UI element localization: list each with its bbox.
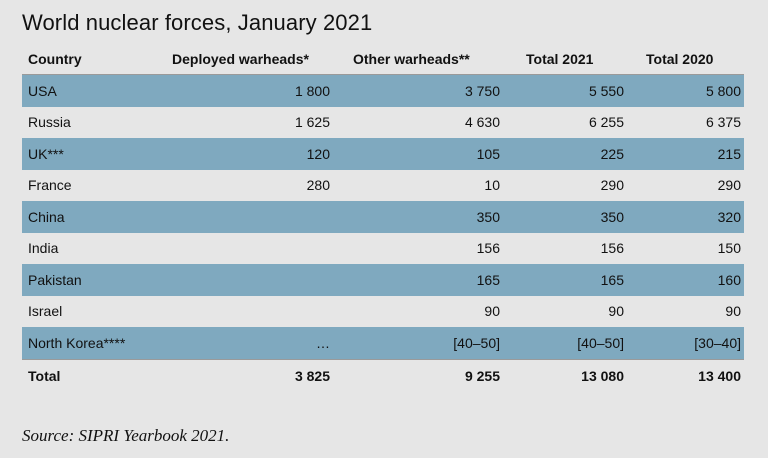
cell-country: UK*** bbox=[28, 145, 64, 162]
cell-total-2021: 156 bbox=[600, 240, 624, 257]
table-row: France 280 10 290 290 bbox=[22, 170, 744, 202]
header-total-2020: Total 2020 bbox=[646, 51, 714, 67]
cell-country: Russia bbox=[28, 114, 71, 131]
cell-total-2021: 165 bbox=[600, 271, 624, 288]
cell-other: 165 bbox=[476, 271, 500, 288]
cell-other: 350 bbox=[476, 208, 500, 225]
cell-country: France bbox=[28, 177, 72, 194]
cell-total-2020: 290 bbox=[717, 177, 741, 194]
total-row: Total 3 825 9 255 13 080 13 400 bbox=[22, 358, 744, 392]
page-title: World nuclear forces, January 2021 bbox=[22, 10, 373, 35]
cell-total-2021: [40–50] bbox=[577, 334, 624, 351]
cell-total-2020: 5 800 bbox=[705, 82, 741, 99]
table-row: Pakistan 165 165 160 bbox=[22, 264, 744, 296]
cell-total-2020: 6 375 bbox=[705, 114, 741, 131]
cell-deployed: 1 625 bbox=[294, 114, 330, 131]
nuclear-forces-table: Country Deployed warheads* Other warhead… bbox=[22, 44, 744, 392]
cell-deployed: 1 800 bbox=[294, 82, 330, 99]
cell-other: 10 bbox=[484, 177, 500, 194]
cell-total-2021: 290 bbox=[600, 177, 624, 194]
cell-total-2021: 350 bbox=[600, 208, 624, 225]
cell-deployed: … bbox=[316, 334, 330, 351]
cell-other: 4 630 bbox=[464, 114, 500, 131]
table-row: India 156 156 150 bbox=[22, 233, 744, 265]
header-country: Country bbox=[28, 51, 82, 67]
cell-total-2021: 225 bbox=[600, 145, 624, 162]
cell-country: India bbox=[28, 240, 59, 257]
cell-total-2021-total: 13 080 bbox=[581, 367, 624, 384]
cell-deployed: 280 bbox=[306, 177, 330, 194]
source-note: Source: SIPRI Yearbook 2021. bbox=[22, 426, 230, 445]
cell-total-2021: 90 bbox=[608, 303, 624, 320]
cell-country: USA bbox=[28, 82, 57, 99]
cell-total-2020: 160 bbox=[717, 271, 741, 288]
cell-total-label: Total bbox=[28, 367, 61, 384]
table-row: UK*** 120 105 225 215 bbox=[22, 138, 744, 170]
table-row: Russia 1 625 4 630 6 255 6 375 bbox=[22, 107, 744, 139]
header-deployed: Deployed warheads* bbox=[172, 51, 309, 67]
cell-total-2020: 150 bbox=[717, 240, 741, 257]
cell-total-2020: 215 bbox=[717, 145, 741, 162]
cell-other: 156 bbox=[476, 240, 500, 257]
cell-total-2020: [30–40] bbox=[694, 334, 741, 351]
cell-country: North Korea**** bbox=[28, 334, 126, 351]
cell-total-2020: 90 bbox=[725, 303, 741, 320]
table-row: Israel 90 90 90 bbox=[22, 296, 744, 328]
cell-total-2020-total: 13 400 bbox=[698, 367, 741, 384]
cell-total-2020: 320 bbox=[717, 208, 741, 225]
cell-country: Israel bbox=[28, 303, 63, 320]
cell-other: 90 bbox=[484, 303, 500, 320]
cell-country: Pakistan bbox=[28, 271, 82, 288]
header-total-2021: Total 2021 bbox=[526, 51, 594, 67]
table-row: North Korea**** … [40–50] [40–50] [30–40… bbox=[22, 327, 744, 359]
cell-country: China bbox=[28, 208, 65, 225]
cell-deployed: 120 bbox=[306, 145, 330, 162]
table-header-row: Country Deployed warheads* Other warhead… bbox=[22, 44, 744, 75]
cell-other-total: 9 255 bbox=[464, 367, 500, 384]
header-other: Other warheads** bbox=[353, 51, 470, 67]
cell-total-2021: 6 255 bbox=[588, 114, 624, 131]
cell-other: 105 bbox=[476, 145, 500, 162]
cell-total-2021: 5 550 bbox=[588, 82, 624, 99]
table-row: China 350 350 320 bbox=[22, 201, 744, 233]
table-row: USA 1 800 3 750 5 550 5 800 bbox=[22, 75, 744, 107]
cell-deployed-total: 3 825 bbox=[294, 367, 330, 384]
cell-other: [40–50] bbox=[453, 334, 500, 351]
cell-other: 3 750 bbox=[464, 82, 500, 99]
